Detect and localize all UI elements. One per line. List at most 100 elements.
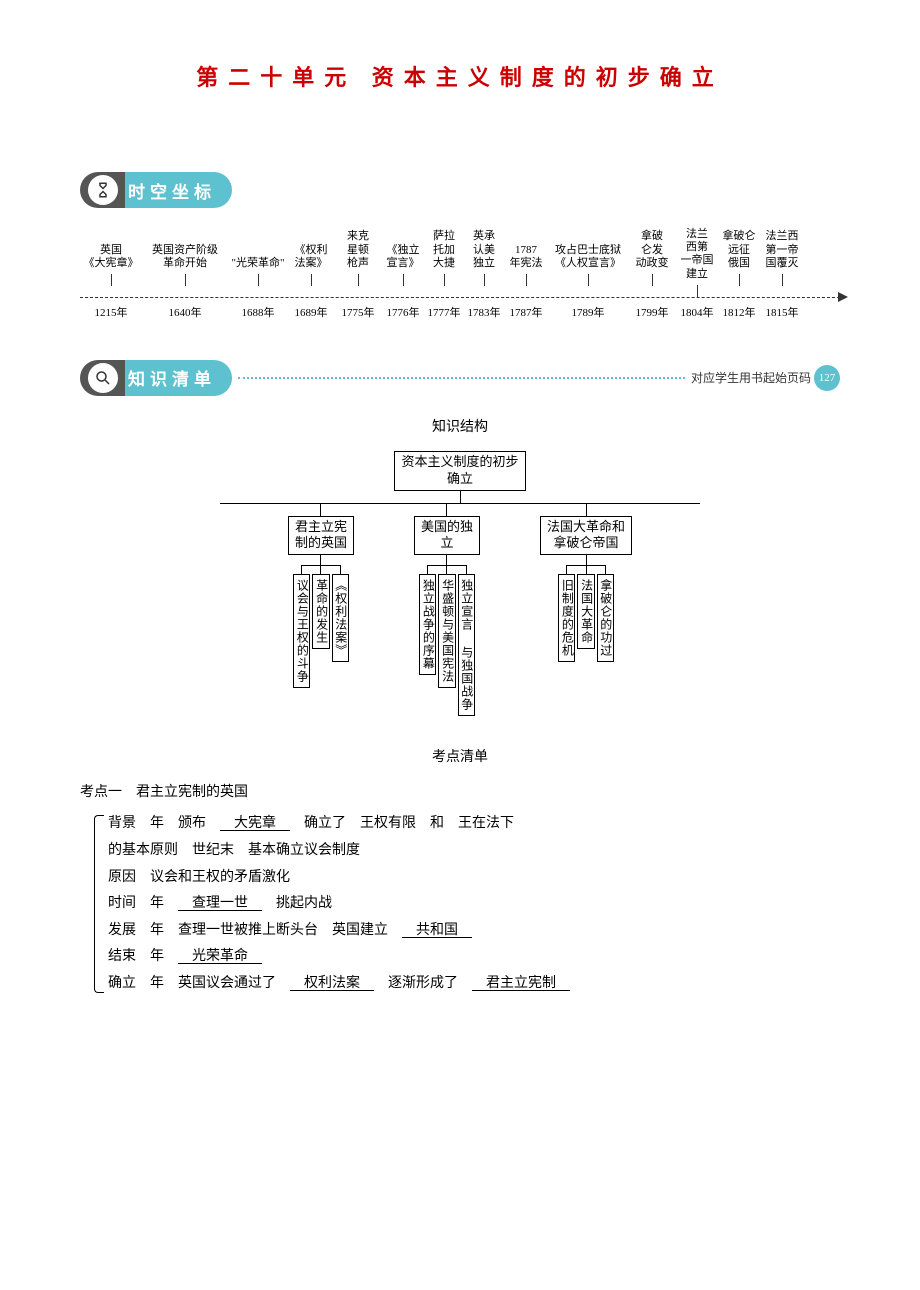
tree-leaf-col: 法国大革命 <box>577 566 594 649</box>
timeline-year: 1789年 <box>548 304 628 320</box>
tree-leaf-col: 革命的发生 <box>312 566 329 649</box>
timeline-year: 1783年 <box>464 304 504 320</box>
tree-leaf: 议会与王权的斗争 <box>293 574 310 688</box>
exam-line: 确立 年 英国议会通过了 权利法案 逐渐形成了 君主立宪制 <box>108 971 840 998</box>
dotted-divider <box>238 377 685 379</box>
tree-leaf-col: 拿破仑的功过 <box>597 566 614 662</box>
tree-leaf: 独立战争的序幕 <box>419 574 436 675</box>
tree-leaf: 《权利法案》 <box>332 574 349 662</box>
tree-connector <box>427 566 428 574</box>
page-ref-number: 127 <box>814 365 840 391</box>
tree-leaf: 旧制度的危机 <box>558 574 575 662</box>
tree-leaf-col: 旧制度的危机 <box>558 566 575 662</box>
timeline-item: 《权利 法案》 <box>288 228 334 297</box>
timeline-item: 拿破 仑发 动政变 <box>628 228 676 297</box>
tree-leaves: 旧制度的危机法国大革命拿破仑的功过 <box>558 566 614 662</box>
timeline-year: 1775年 <box>334 304 382 320</box>
timeline-label: 英国资产阶级 革命开始 <box>152 228 218 270</box>
tree-connector <box>320 566 321 574</box>
timeline-year: 1215年 <box>80 304 142 320</box>
timeline-item: 1787 年宪法 <box>504 228 548 297</box>
timeline-badge: 时空坐标 <box>80 172 232 208</box>
knowledge-tree: 资本主义制度的初步 确立 君主立宪 制的英国议会与王权的斗争革命的发生《权利法案… <box>80 451 840 717</box>
timeline-tick <box>311 274 312 286</box>
timeline-tick <box>588 274 589 286</box>
tree-leaf: 革命的发生 <box>312 574 329 649</box>
tree-connector <box>460 491 461 503</box>
tree-leaf-col: 议会与王权的斗争 <box>293 566 310 688</box>
tree-connector <box>466 566 467 574</box>
timeline-year: 1804年 <box>676 304 718 320</box>
tree-connector <box>320 555 321 565</box>
timeline-label: 法兰西 第一帝 国覆灭 <box>766 228 799 270</box>
timeline-tick <box>111 274 112 286</box>
timeline-container: 英国 《大宪章》英国资产阶级 革命开始 "光荣革命"《权利 法案》来克 星顿 枪… <box>80 228 840 320</box>
tree-connector <box>340 566 341 574</box>
tree-branch: 美国的独 立独立战争的序幕华盛顿与美国宪法独立宣言 与独国战争 <box>414 504 480 717</box>
timeline-item: 拿破仑 远征 俄国 <box>718 228 760 297</box>
timeline-label: 英国 《大宪章》 <box>84 228 139 270</box>
exam-line: 背景 年 颁布 大宪章 确立了 王权有限 和 王在法下 <box>108 811 840 838</box>
timeline-tick <box>444 274 445 286</box>
knowledge-badge: 知识清单 <box>80 360 232 396</box>
timeline-tick <box>185 274 186 286</box>
tree-leaf: 拿破仑的功过 <box>597 574 614 662</box>
timeline-label: 法兰 西第 一帝国 建立 <box>681 228 714 281</box>
exam-line: 时间 年 查理一世 挑起内战 <box>108 891 840 918</box>
unit-title: 第二十单元 资本主义制度的初步确立 <box>80 60 840 92</box>
tree-leaf-col: 《权利法案》 <box>332 566 349 662</box>
exam-lines-container: 背景 年 颁布 大宪章 确立了 王权有限 和 王在法下 的基本原则 世纪末 基本… <box>108 811 840 997</box>
timeline-year: 1640年 <box>142 304 228 320</box>
timeline-label: 来克 星顿 枪声 <box>347 228 369 270</box>
tree-connector <box>446 555 447 565</box>
timeline-item: "光荣革命" <box>228 228 288 297</box>
timeline-badge-text: 时空坐标 <box>128 178 216 203</box>
timeline-item: 法兰西 第一帝 国覆灭 <box>760 228 804 297</box>
tree-branch: 君主立宪 制的英国议会与王权的斗争革命的发生《权利法案》 <box>288 504 354 717</box>
hourglass-icon <box>88 175 118 205</box>
timeline-row: 英国 《大宪章》英国资产阶级 革命开始 "光荣革命"《权利 法案》来克 星顿 枪… <box>80 228 840 298</box>
exam-point-heading: 考点一 君主立宪制的英国 <box>80 781 840 801</box>
tree-leaf: 华盛顿与美国宪法 <box>438 574 455 688</box>
timeline-item: 萨拉 托加 大捷 <box>424 228 464 297</box>
timeline-year: 1776年 <box>382 304 424 320</box>
tree-leaf-col: 独立战争的序幕 <box>419 566 436 675</box>
exam-bracket <box>94 815 104 993</box>
timeline-tick <box>484 274 485 286</box>
timeline-label: 拿破仑 远征 俄国 <box>723 228 756 270</box>
timeline-section-header: 时空坐标 <box>80 172 840 208</box>
timeline-item: 来克 星顿 枪声 <box>334 228 382 297</box>
page-ref-label: 对应学生用书起始页码 <box>691 369 811 386</box>
structure-title: 知识结构 <box>80 416 840 436</box>
tree-connector <box>586 504 587 516</box>
tree-connector <box>586 555 587 565</box>
tree-leaf-col: 华盛顿与美国宪法 <box>438 566 455 688</box>
timeline-label: 1787 年宪法 <box>510 228 543 270</box>
timeline-year: 1799年 <box>628 304 676 320</box>
tree-connector <box>320 504 321 516</box>
timeline-item: 英国 《大宪章》 <box>80 228 142 297</box>
knowledge-badge-text: 知识清单 <box>128 365 216 390</box>
magnifier-icon <box>88 363 118 393</box>
timeline-years-row: 1215年1640年1688年1689年1775年1776年1777年1783年… <box>80 304 840 320</box>
tree-branch-box: 法国大革命和 拿破仑帝国 <box>540 516 632 556</box>
page-reference: 对应学生用书起始页码 127 <box>691 365 840 391</box>
exam-line: 结束 年 光荣革命 <box>108 944 840 971</box>
timeline-year: 1688年 <box>228 304 288 320</box>
tree-leaves: 独立战争的序幕华盛顿与美国宪法独立宣言 与独国战争 <box>419 566 475 716</box>
tree-connector <box>301 566 302 574</box>
timeline-item: 英承 认美 独立 <box>464 228 504 297</box>
tree-leaf-col: 独立宣言 与独国战争 <box>458 566 475 716</box>
timeline-label: 攻占巴士底狱 《人权宣言》 <box>555 228 621 270</box>
tree-connector <box>566 566 567 574</box>
tree-leaf: 独立宣言 与独国战争 <box>458 574 475 716</box>
tree-branches: 君主立宪 制的英国议会与王权的斗争革命的发生《权利法案》美国的独 立独立战争的序… <box>288 504 632 717</box>
timeline-tick <box>258 274 259 286</box>
tree-connector <box>586 566 587 574</box>
timeline-label: 《权利 法案》 <box>295 228 328 270</box>
tree-branch-box: 美国的独 立 <box>414 516 480 556</box>
tree-branch: 法国大革命和 拿破仑帝国旧制度的危机法国大革命拿破仑的功过 <box>540 504 632 717</box>
timeline-year: 1777年 <box>424 304 464 320</box>
tree-connector <box>446 566 447 574</box>
timeline-item: 《独立 宣言》 <box>382 228 424 297</box>
